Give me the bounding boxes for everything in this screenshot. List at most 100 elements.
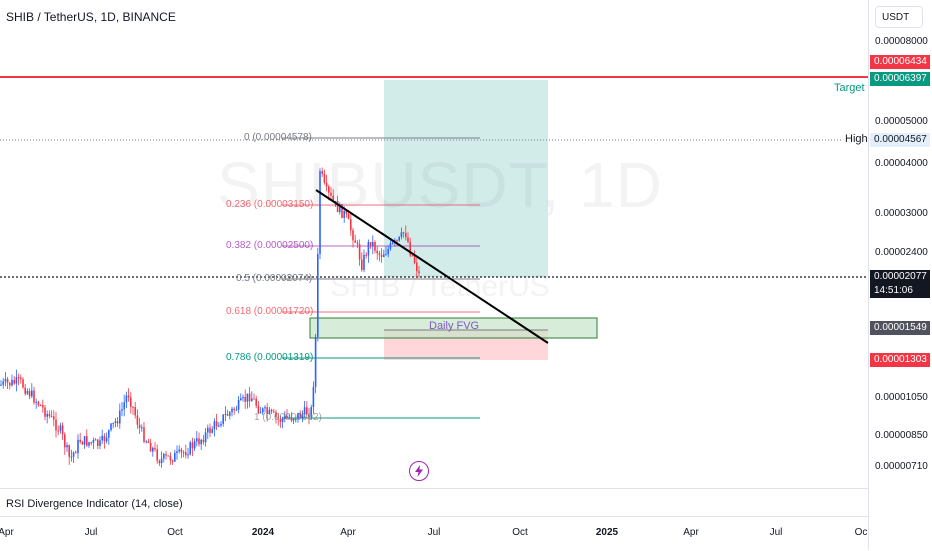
candle-body	[202, 439, 205, 443]
time-tick: Jul	[769, 527, 783, 538]
candle-body	[2, 381, 4, 385]
fib-label-0786: 0.786 (0.00001319)	[226, 352, 314, 363]
candle-body	[345, 210, 348, 214]
candle-body	[204, 432, 207, 443]
symbol-title[interactable]: SHIB / TetherUS, 1D, BINANCE	[6, 10, 176, 24]
candle-body	[163, 454, 165, 459]
candle-body	[367, 241, 370, 256]
resistance-price-tag: 0.00006434	[870, 55, 930, 69]
candle-body	[416, 262, 418, 272]
candle-body	[286, 415, 288, 418]
candle-body	[405, 232, 407, 238]
candle-body	[112, 422, 114, 424]
candle-body	[213, 421, 216, 430]
candle-body	[332, 195, 334, 202]
daily-fvg-box[interactable]	[309, 317, 598, 339]
candle-body	[336, 201, 339, 213]
candle-body	[191, 442, 194, 449]
price-axis[interactable]: USDT 0.00008000 0.00005000 0.00004000 0.…	[868, 0, 932, 488]
candle-body	[44, 407, 46, 417]
candle-body	[299, 412, 301, 418]
candle-body	[33, 390, 35, 403]
candle-body	[83, 436, 86, 445]
candle-body	[66, 445, 68, 448]
candle-body	[226, 414, 229, 416]
candle-body	[279, 418, 282, 422]
candle-body	[0, 384, 2, 386]
candle-body	[46, 413, 48, 417]
candle-body	[152, 447, 154, 452]
candlestick-series[interactable]	[0, 167, 420, 468]
candle-body	[257, 405, 260, 413]
candle-body	[402, 232, 405, 234]
countdown-tag: 14:51:06	[870, 284, 930, 298]
candle-body	[75, 452, 77, 454]
candle-body	[341, 204, 343, 218]
axis-tick: 0.00002400	[875, 247, 928, 258]
fib-label-0236: 0.236 (0.00003150)	[226, 199, 314, 210]
candle-body	[196, 438, 198, 442]
candle-body	[145, 441, 147, 443]
indicator-title[interactable]: RSI Divergence Indicator (14, close)	[6, 498, 183, 510]
candle-body	[361, 259, 363, 270]
candle-body	[134, 407, 136, 416]
candle-body	[407, 237, 409, 243]
candle-body	[31, 390, 33, 397]
candle-body	[64, 434, 66, 448]
lightning-icon[interactable]	[409, 461, 429, 481]
candle-body	[24, 387, 26, 394]
candle-body	[330, 192, 332, 196]
candle-body	[9, 382, 11, 386]
candle-body	[383, 254, 385, 257]
candle-body	[90, 442, 92, 444]
candle-body	[354, 240, 356, 243]
candle-body	[220, 423, 222, 426]
candle-body	[339, 204, 341, 213]
candle-body	[149, 442, 152, 452]
candle-body	[193, 441, 196, 449]
fib-label-0: 0 (0.00004578)	[244, 132, 312, 143]
candle-body	[13, 380, 15, 384]
candle-body	[270, 409, 273, 412]
axis-corner	[868, 488, 932, 550]
candle-body	[314, 336, 317, 387]
time-tick: Oct	[167, 527, 183, 538]
candle-body	[321, 171, 323, 174]
candle-body	[211, 429, 213, 433]
candle-body	[11, 380, 13, 386]
candle-body	[273, 411, 275, 413]
candle-body	[378, 253, 381, 255]
candle-body	[79, 439, 81, 442]
candle-body	[259, 412, 262, 414]
candle-body	[334, 201, 337, 203]
candle-body	[6, 379, 9, 383]
candle-body	[42, 405, 44, 408]
candle-body	[385, 254, 387, 256]
chart-area[interactable]: SHIBUSDT, 1D SHIB / TetherUS SHIB / Teth…	[0, 0, 868, 488]
candle-body	[358, 244, 361, 260]
candle-body	[207, 427, 209, 433]
fib-label-05: 0.5 (0.00002074)	[236, 273, 313, 284]
candle-body	[17, 377, 20, 379]
candle-body	[39, 404, 42, 406]
target-price-tag: 0.00006397	[870, 72, 930, 86]
fib-label-0618: 0.618 (0.00001720)	[226, 306, 314, 317]
candle-body	[288, 417, 290, 419]
target-zone[interactable]	[384, 80, 548, 277]
descending-trendline[interactable]	[315, 189, 549, 344]
fib-label-1: 1 (0.00000902)	[254, 412, 322, 423]
candle-body	[387, 248, 389, 255]
candle-body	[4, 379, 7, 382]
candle-body	[400, 232, 403, 237]
candle-body	[189, 442, 191, 455]
axis-tick: 0.00000710	[875, 461, 928, 472]
candle-body	[182, 452, 185, 454]
currency-selector[interactable]: USDT	[875, 6, 923, 28]
candle-body	[224, 414, 227, 416]
time-tick: Apr	[683, 527, 699, 538]
time-axis[interactable]: Apr Jul Oct 2024 Apr Jul Oct 2025 Apr Ju…	[0, 516, 868, 551]
candle-body	[50, 416, 53, 418]
price-chart[interactable]	[0, 0, 868, 488]
rsi-indicator-pane[interactable]: RSI Divergence Indicator (14, close)	[0, 488, 868, 517]
candle-body	[251, 398, 253, 402]
